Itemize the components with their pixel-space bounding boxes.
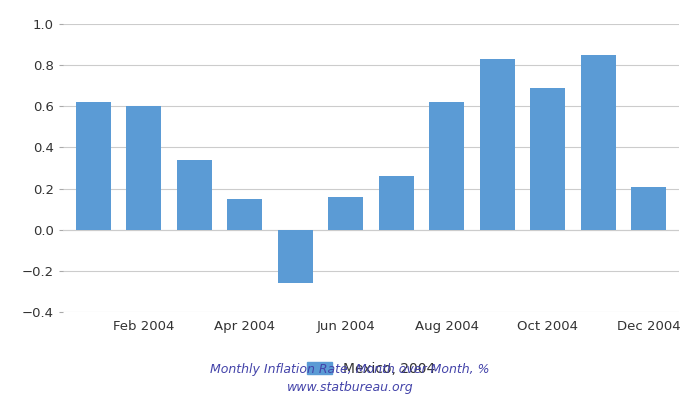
Bar [530,88,566,230]
Bar [227,199,262,230]
Bar [278,230,313,283]
Bar [126,106,162,230]
Text: www.statbureau.org: www.statbureau.org [287,382,413,394]
Legend: Mexico, 2004: Mexico, 2004 [301,356,441,382]
Bar [580,55,616,230]
Bar [176,160,212,230]
Bar [328,197,363,230]
Bar [379,176,414,230]
Bar [429,102,464,230]
Text: Monthly Inflation Rate, Month over Month, %: Monthly Inflation Rate, Month over Month… [210,364,490,376]
Bar [76,102,111,230]
Bar [631,186,666,230]
Bar [480,59,515,230]
